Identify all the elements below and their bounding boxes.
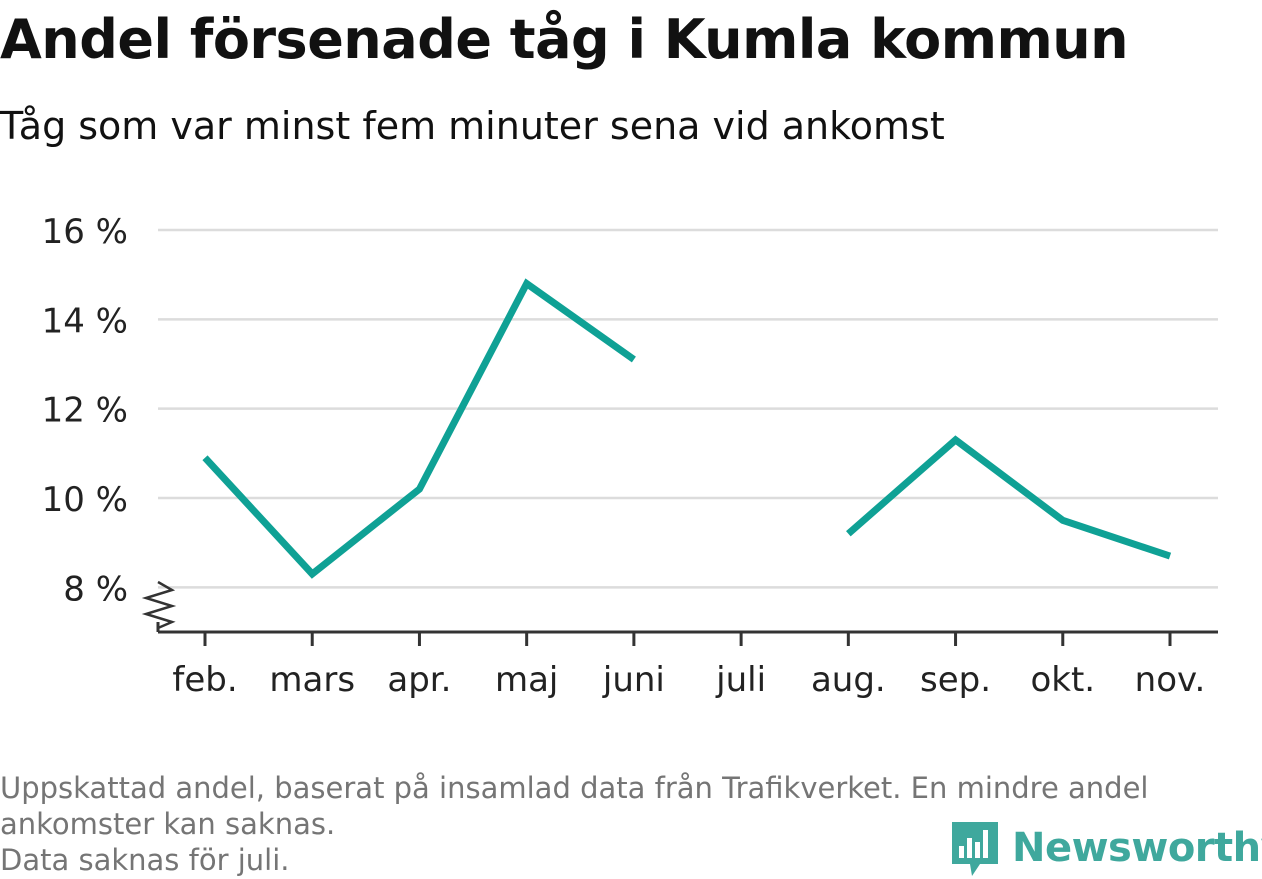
newsworthy-logo-icon bbox=[952, 822, 998, 876]
y-tick-label: 10 % bbox=[42, 480, 128, 520]
x-tick-label: aug. bbox=[811, 660, 886, 700]
y-axis-ticks: 8 % 10 % 12 % 14 % 16 % bbox=[42, 212, 128, 609]
x-axis-ticks: feb. mars apr. maj juni juli aug. sep. okt. nov. bbox=[172, 632, 1205, 700]
x-tick-label: nov. bbox=[1135, 660, 1206, 700]
y-tick-label: 12 % bbox=[42, 391, 128, 431]
x-tick-label: mars bbox=[269, 660, 355, 700]
x-axis bbox=[141, 580, 1218, 634]
y-tick-label: 14 % bbox=[42, 301, 128, 341]
x-tick-label: apr. bbox=[387, 660, 451, 700]
x-tick-label: sep. bbox=[920, 660, 991, 700]
grid-lines bbox=[158, 228, 1218, 589]
y-tick-label: 16 % bbox=[42, 212, 128, 252]
series-lines bbox=[202, 278, 1172, 579]
x-tick-label: juli bbox=[715, 660, 766, 700]
brand-name: Newsworthy bbox=[1012, 825, 1262, 871]
footnote: Uppskattad andel, baserat på insamlad da… bbox=[0, 770, 1250, 878]
footnote-line-1: Uppskattad andel, baserat på insamlad da… bbox=[0, 771, 1149, 805]
x-tick-label: feb. bbox=[172, 660, 237, 700]
series-line bbox=[846, 435, 1172, 560]
chart-title: Andel försenade tåg i Kumla kommun bbox=[0, 8, 1129, 71]
y-tick-label: 8 % bbox=[63, 569, 128, 609]
series-line bbox=[202, 278, 636, 579]
x-tick-label: maj bbox=[495, 660, 558, 700]
axis-break-icon bbox=[141, 580, 177, 630]
brand-logo: Newsworthy bbox=[950, 818, 1262, 878]
footnote-line-2: ankomster kan saknas. bbox=[0, 807, 336, 841]
x-tick-label: okt. bbox=[1030, 660, 1095, 700]
footnote-line-3: Data saknas för juli. bbox=[0, 843, 290, 877]
chart-subtitle: Tåg som var minst fem minuter sena vid a… bbox=[0, 104, 945, 148]
x-tick-label: juni bbox=[602, 660, 665, 700]
